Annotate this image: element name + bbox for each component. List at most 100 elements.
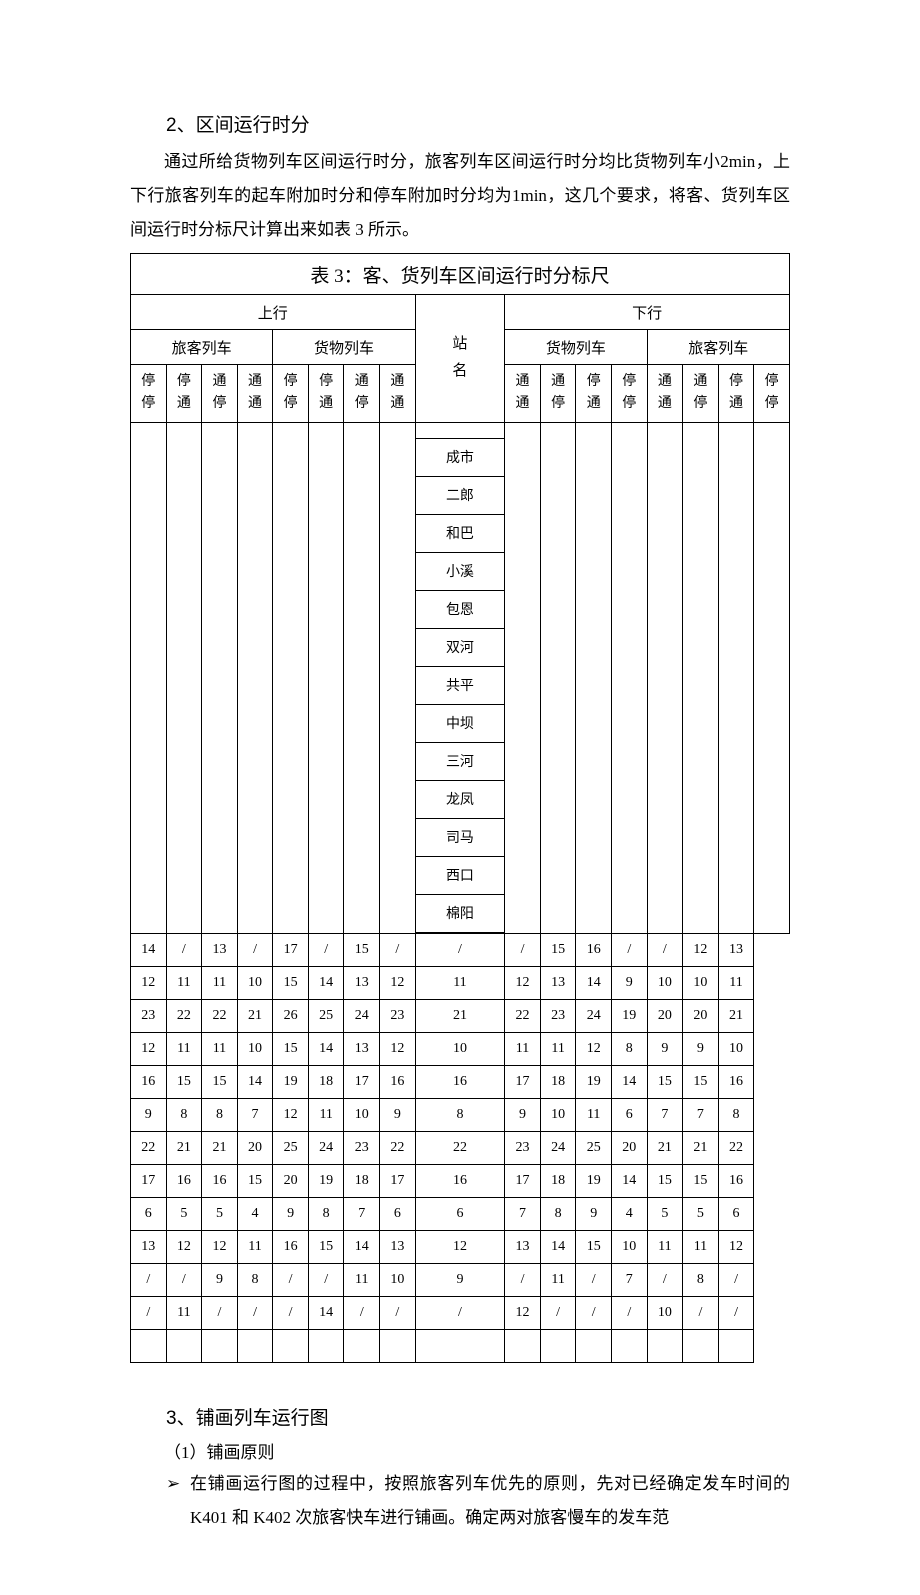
bullet-list: ➢ 在铺画运行图的过程中，按照旅客列车优先的原则，先对已经确定发车时间的 K40… xyxy=(166,1467,790,1535)
hdr-up-freight: 货物列车 xyxy=(273,330,415,365)
hdr-down-freight: 货物列车 xyxy=(505,330,647,365)
table-cell: 25 xyxy=(273,1131,309,1164)
table-cell: 20 xyxy=(683,999,719,1032)
table-cell: 5 xyxy=(202,1197,238,1230)
table-cell: 23 xyxy=(540,999,576,1032)
table-cell: 6 xyxy=(380,1197,416,1230)
table-cell-blank xyxy=(273,1329,309,1362)
table-cell: 17 xyxy=(505,1164,541,1197)
table-cell: 15 xyxy=(308,1230,344,1263)
table-subheader-cell: 通停 xyxy=(202,365,238,423)
table-cell: 17 xyxy=(344,1065,380,1098)
table-cell: 5 xyxy=(647,1197,683,1230)
station-name: 共平 xyxy=(416,666,505,704)
table-cell: / xyxy=(540,1296,576,1329)
table-subheader-cell: 停停 xyxy=(611,365,647,423)
station-column: 成市二郎和巴小溪包恩双河共平中坝三河龙凤司马西口棉阳 xyxy=(415,422,505,933)
table-subheader-cell: 通停 xyxy=(540,365,576,423)
table-cell: 15 xyxy=(237,1164,273,1197)
table-row: 1211111015141312111213149101011 xyxy=(131,966,790,999)
table-cell: / xyxy=(380,1296,416,1329)
station-name: 二郎 xyxy=(416,476,505,514)
table-cell: 19 xyxy=(273,1065,309,1098)
table-cell-blank xyxy=(683,422,719,933)
table-cell: / xyxy=(237,1296,273,1329)
table-cell: 8 xyxy=(202,1098,238,1131)
table-cell: 10 xyxy=(237,966,273,999)
table-cell: / xyxy=(505,1263,541,1296)
table-cell: 15 xyxy=(202,1065,238,1098)
table-cell: 11 xyxy=(166,1032,202,1065)
table-cell: 15 xyxy=(647,1164,683,1197)
table-cell: / xyxy=(273,1263,309,1296)
table-cell: 14 xyxy=(344,1230,380,1263)
table-cell: 10 xyxy=(647,966,683,999)
table-cell: 16 xyxy=(718,1164,754,1197)
table-cell: 15 xyxy=(273,1032,309,1065)
table-cell: 10 xyxy=(611,1230,647,1263)
table-cell: 21 xyxy=(683,1131,719,1164)
table-cell: 12 xyxy=(380,966,416,999)
table-row: //98//11109/11/7/8/ xyxy=(131,1263,790,1296)
table-cell: 24 xyxy=(308,1131,344,1164)
table-cell: 14 xyxy=(308,1296,344,1329)
table-cell: 9 xyxy=(647,1032,683,1065)
station-name: 西口 xyxy=(416,856,505,894)
table-cell: 16 xyxy=(718,1065,754,1098)
table-cell: / xyxy=(576,1296,612,1329)
table-cell: 13 xyxy=(380,1230,416,1263)
table-cell: 16 xyxy=(576,933,612,966)
table-cell-blank xyxy=(131,422,167,933)
table-cell: 11 xyxy=(647,1230,683,1263)
table-cell: 8 xyxy=(415,1098,505,1131)
table-cell: 13 xyxy=(344,966,380,999)
table-cell: / xyxy=(505,933,541,966)
runtime-table: 表 3：客、货列车区间运行时分标尺 上行 站名 下行 旅客列车 货物列车 货物列… xyxy=(130,253,790,1363)
table-cell-blank xyxy=(380,1329,416,1362)
table-cell: 12 xyxy=(202,1230,238,1263)
table-cell: 13 xyxy=(505,1230,541,1263)
table-cell: 11 xyxy=(540,1263,576,1296)
table-cell: 11 xyxy=(202,1032,238,1065)
table-cell: 14 xyxy=(576,966,612,999)
table-cell: 19 xyxy=(576,1065,612,1098)
table-cell: 7 xyxy=(647,1098,683,1131)
table-subheader-cell: 停通 xyxy=(718,365,754,423)
table-row: 16151514191817161617181914151516 xyxy=(131,1065,790,1098)
table-cell: 15 xyxy=(683,1164,719,1197)
hdr-down-pax: 旅客列车 xyxy=(647,330,789,365)
table-subheader-cell: 通通 xyxy=(237,365,273,423)
table-cell: 11 xyxy=(718,966,754,999)
table-cell-blank xyxy=(202,422,238,933)
table-cell: 20 xyxy=(611,1131,647,1164)
table-cell: 23 xyxy=(505,1131,541,1164)
table-cell: 22 xyxy=(202,999,238,1032)
table-cell: 11 xyxy=(166,1296,202,1329)
table-row: 22212120252423222223242520212122 xyxy=(131,1131,790,1164)
table-cell: 12 xyxy=(131,966,167,999)
table-cell: 16 xyxy=(415,1065,505,1098)
table-cell: 9 xyxy=(683,1032,719,1065)
table-subheader-cell: 停停 xyxy=(754,365,790,423)
table-cell: 9 xyxy=(202,1263,238,1296)
table-cell: 24 xyxy=(344,999,380,1032)
table-cell: 18 xyxy=(540,1164,576,1197)
table-cell: / xyxy=(718,1263,754,1296)
table-cell: 12 xyxy=(415,1230,505,1263)
table-blank-row-top: 成市二郎和巴小溪包恩双河共平中坝三河龙凤司马西口棉阳 xyxy=(131,422,790,933)
table-cell: 7 xyxy=(611,1263,647,1296)
table-cell: 17 xyxy=(380,1164,416,1197)
table-cell: 11 xyxy=(202,966,238,999)
table-cell: / xyxy=(273,1296,309,1329)
table-cell: 13 xyxy=(540,966,576,999)
table-row: /11///14///12///10// xyxy=(131,1296,790,1329)
table-cell: 26 xyxy=(273,999,309,1032)
table-cell: 9 xyxy=(505,1098,541,1131)
table-cell: 12 xyxy=(273,1098,309,1131)
table-cell-blank xyxy=(273,422,309,933)
table-cell: 22 xyxy=(415,1131,505,1164)
table-cell: 12 xyxy=(166,1230,202,1263)
table-cell: 16 xyxy=(202,1164,238,1197)
section-2-heading: 2、区间运行时分 xyxy=(166,110,790,137)
table-cell: 10 xyxy=(380,1263,416,1296)
